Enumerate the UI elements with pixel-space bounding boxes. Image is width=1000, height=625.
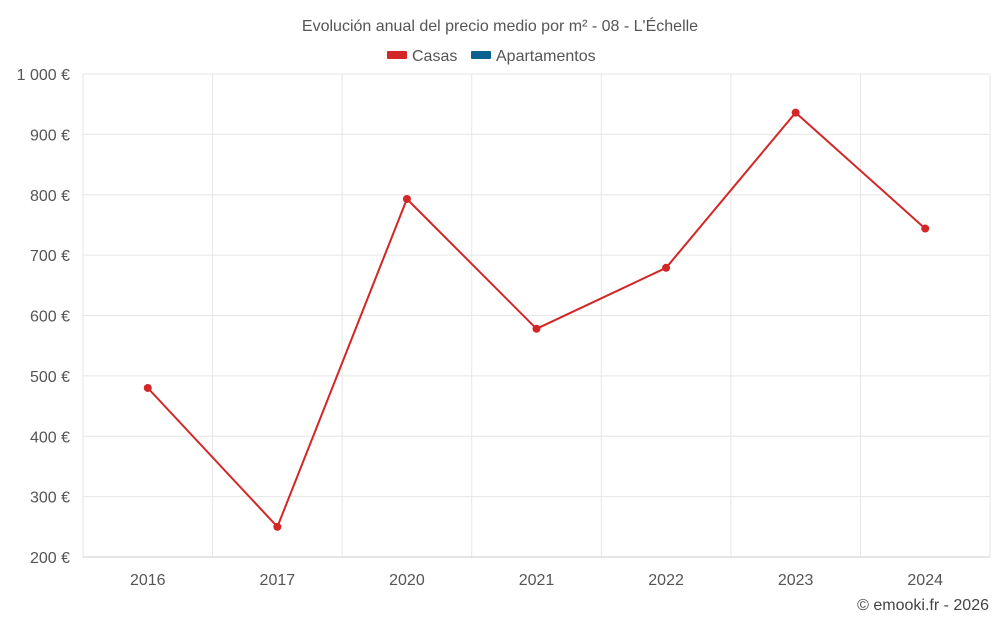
y-tick-label: 200 € xyxy=(30,550,70,567)
y-tick-label: 900 € xyxy=(30,127,70,144)
legend-item-casas[interactable]: Casas xyxy=(387,48,457,65)
y-tick-label: 400 € xyxy=(30,429,70,446)
y-tick-label: 700 € xyxy=(30,248,70,265)
data-point[interactable] xyxy=(273,522,282,531)
y-gridlines xyxy=(83,73,990,558)
y-tick-label: 800 € xyxy=(30,188,70,205)
legend-label-casas: Casas xyxy=(412,48,457,65)
x-tick-label: 2023 xyxy=(778,572,814,589)
x-gridlines xyxy=(82,74,991,557)
y-tick-label: 500 € xyxy=(30,369,70,386)
x-tick-label: 2020 xyxy=(389,572,425,589)
data-point[interactable] xyxy=(921,224,930,233)
legend: Casas Apartamentos xyxy=(387,48,596,65)
data-point[interactable] xyxy=(143,383,152,392)
credit-text: © emooki.fr - 2026 xyxy=(857,597,989,614)
data-point[interactable] xyxy=(662,263,671,272)
x-axis-ticks: 2016 2017 2020 2021 2022 2023 2024 xyxy=(130,572,943,589)
y-tick-label: 600 € xyxy=(30,309,70,326)
series-line-casas xyxy=(147,111,926,528)
y-tick-label: 1 000 € xyxy=(17,67,70,84)
legend-item-apartamentos[interactable]: Apartamentos xyxy=(471,48,596,65)
chart-title: Evolución anual del precio medio por m² … xyxy=(302,16,698,35)
legend-label-apartamentos: Apartamentos xyxy=(496,48,596,65)
y-axis-ticks: 200 € 300 € 400 € 500 € 600 € 700 € 800 € 900 €… xyxy=(17,67,70,567)
x-tick-label: 2017 xyxy=(260,572,296,589)
legend-swatch-apartamentos xyxy=(471,51,491,59)
data-point[interactable] xyxy=(791,108,800,117)
x-tick-label: 2024 xyxy=(907,572,943,589)
series-group xyxy=(143,108,930,531)
y-tick-label: 300 € xyxy=(30,490,70,507)
x-tick-label: 2021 xyxy=(519,572,555,589)
legend-swatch-casas xyxy=(387,51,407,59)
x-tick-label: 2022 xyxy=(648,572,684,589)
x-tick-label: 2016 xyxy=(130,572,166,589)
data-point[interactable] xyxy=(402,194,411,203)
data-point[interactable] xyxy=(532,324,541,333)
